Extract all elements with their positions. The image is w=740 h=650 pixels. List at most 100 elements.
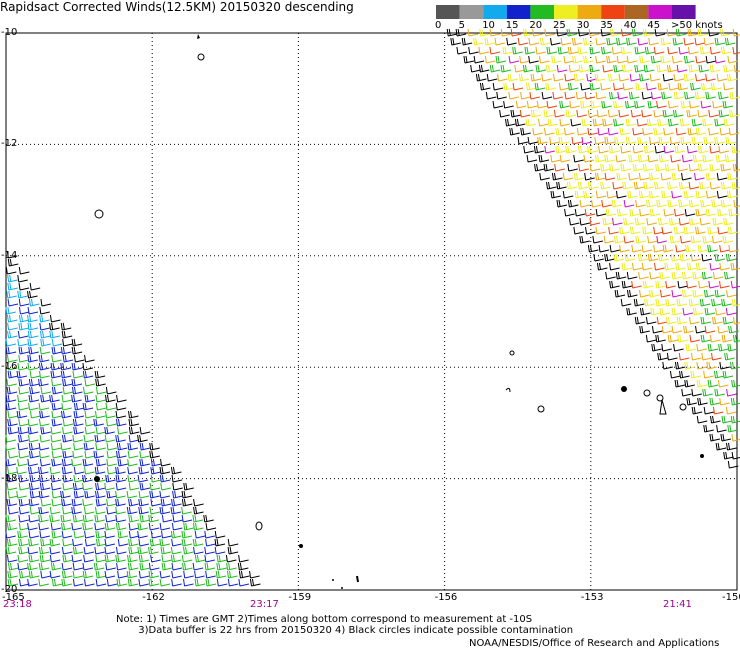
wind-barb bbox=[505, 118, 516, 127]
wind-barb bbox=[714, 118, 725, 127]
wind-barb bbox=[539, 37, 551, 46]
wind-barb bbox=[71, 554, 83, 563]
wind-barb bbox=[605, 208, 617, 217]
wind-barb bbox=[38, 354, 50, 363]
wind-barb bbox=[688, 298, 700, 307]
wind-barb bbox=[82, 514, 94, 523]
wind-barb bbox=[225, 554, 237, 563]
wind-barb bbox=[94, 434, 106, 443]
wind-barb bbox=[127, 474, 138, 483]
wind-barb bbox=[27, 338, 38, 347]
wind-barb bbox=[577, 145, 589, 154]
wind-barb bbox=[712, 316, 723, 325]
wind-barb bbox=[696, 343, 707, 352]
wind-barb bbox=[83, 506, 95, 515]
wind-barb bbox=[51, 378, 62, 387]
wind-barb bbox=[105, 402, 117, 411]
wind-barb bbox=[139, 426, 151, 435]
wind-barb bbox=[115, 466, 126, 475]
wind-barb bbox=[641, 244, 653, 253]
wind-barb bbox=[83, 442, 95, 451]
wind-barb bbox=[668, 217, 680, 226]
island bbox=[197, 53, 205, 61]
wind-barb bbox=[535, 46, 547, 55]
wind-barb bbox=[644, 46, 656, 55]
wind-barb bbox=[566, 181, 578, 190]
wind-barb bbox=[639, 73, 650, 82]
wind-barb bbox=[18, 346, 30, 355]
wind-barb bbox=[29, 386, 40, 395]
latitude-label: -10 bbox=[1, 27, 18, 38]
wind-barb bbox=[62, 378, 73, 387]
wind-barb bbox=[695, 73, 706, 82]
wind-barb bbox=[159, 506, 171, 515]
wind-barb bbox=[707, 343, 719, 352]
legend-label: 25 bbox=[553, 20, 566, 31]
wind-barb bbox=[159, 466, 171, 475]
wind-barb bbox=[704, 307, 716, 316]
wind-barb bbox=[62, 354, 74, 363]
wind-barb bbox=[479, 82, 491, 91]
island bbox=[332, 579, 334, 581]
wind-barb bbox=[701, 253, 713, 262]
wind-barb bbox=[674, 208, 685, 217]
wind-barb bbox=[708, 28, 719, 37]
wind-barb bbox=[721, 298, 732, 307]
wind-barb bbox=[549, 136, 560, 145]
wind-barb bbox=[683, 325, 694, 334]
wind-barb bbox=[620, 46, 632, 55]
wind-barb bbox=[600, 82, 611, 91]
wind-barb bbox=[6, 554, 18, 563]
wind-barb bbox=[589, 46, 601, 55]
wind-barb bbox=[526, 154, 538, 163]
wind-barb bbox=[73, 410, 85, 419]
wind-barb bbox=[149, 442, 160, 451]
longitude-label: -153 bbox=[580, 592, 604, 603]
wind-barb bbox=[61, 546, 73, 555]
wind-barb bbox=[609, 244, 621, 253]
wind-barb bbox=[84, 418, 96, 427]
wind-barb bbox=[732, 334, 740, 343]
wind-barb bbox=[159, 570, 171, 579]
wind-barb bbox=[494, 37, 506, 46]
wind-barb bbox=[574, 208, 586, 217]
wind-barb bbox=[38, 418, 50, 427]
wind-barb bbox=[587, 127, 598, 136]
wind-barb bbox=[654, 28, 666, 37]
wind-barb bbox=[650, 91, 662, 100]
wind-barb bbox=[7, 466, 18, 475]
wind-barb bbox=[106, 578, 118, 587]
wind-barb bbox=[7, 370, 19, 379]
wind-barb bbox=[634, 316, 646, 325]
wind-barb bbox=[49, 466, 61, 475]
wind-barb bbox=[708, 280, 719, 289]
wind-barb bbox=[690, 352, 702, 361]
wind-barb bbox=[656, 316, 668, 325]
wind-barb bbox=[622, 181, 633, 190]
wind-barb bbox=[627, 190, 638, 199]
wind-barb bbox=[709, 46, 721, 55]
wind-barb bbox=[226, 570, 238, 579]
wind-barb bbox=[38, 466, 49, 475]
wind-barb bbox=[193, 506, 204, 515]
wind-barb bbox=[139, 514, 151, 523]
wind-barb bbox=[27, 578, 38, 587]
island bbox=[537, 405, 545, 413]
wind-barb bbox=[60, 522, 72, 531]
wind-barb bbox=[523, 145, 534, 154]
wind-barb bbox=[669, 370, 681, 379]
wind-barb bbox=[171, 498, 182, 507]
wind-barb bbox=[682, 307, 694, 316]
footnotes: Note: 1) Times are GMT 2)Times along bot… bbox=[116, 614, 574, 636]
wind-barb bbox=[620, 145, 631, 154]
wind-barb bbox=[723, 118, 735, 127]
wind-barb bbox=[595, 91, 607, 100]
wind-barb bbox=[517, 136, 529, 145]
wind-barb bbox=[545, 64, 557, 73]
wind-barb bbox=[551, 55, 562, 64]
wind-barb bbox=[641, 109, 652, 118]
wind-barb bbox=[161, 554, 173, 563]
wind-barb bbox=[637, 253, 649, 262]
wind-barb bbox=[657, 217, 669, 226]
